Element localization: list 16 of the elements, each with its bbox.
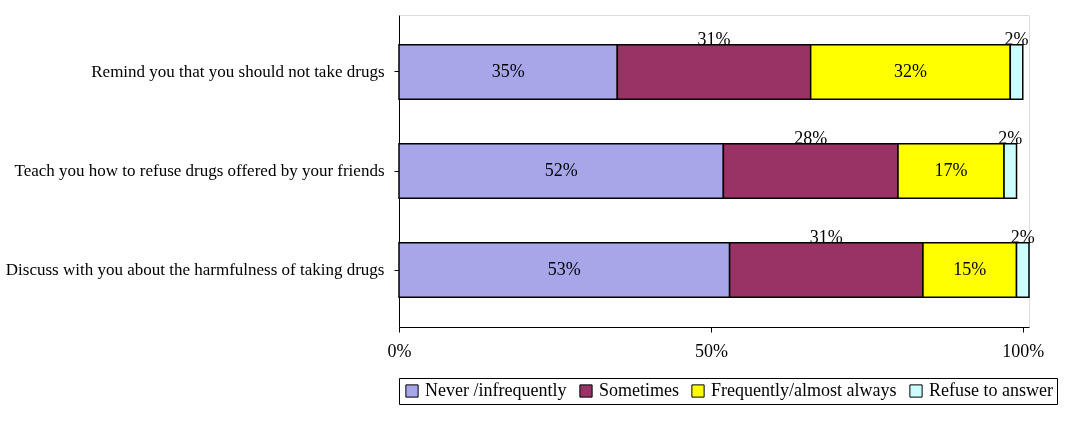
x-tick-label: 0% xyxy=(387,340,412,361)
y-tick-label: Discuss with you about the harmfulness of taking drugs xyxy=(5,260,385,280)
legend-label: Frequently/almost always xyxy=(711,380,897,400)
data-label: 35% xyxy=(491,60,525,81)
data-label: 32% xyxy=(893,60,927,81)
x-tick-label: 50% xyxy=(694,340,728,361)
legend-label: Never /infrequently xyxy=(425,380,567,400)
data-label: 53% xyxy=(547,259,581,280)
x-tick-label: 100% xyxy=(1002,340,1045,361)
y-tick-label: Teach you how to refuse drugs offered by your friends xyxy=(14,161,385,180)
legend-label: Refuse to answer xyxy=(929,380,1053,400)
data-label: 17% xyxy=(934,160,968,180)
y-tick-label: Remind you that you should not take drugs xyxy=(91,61,385,81)
data-label: 15% xyxy=(953,259,987,280)
data-label: 52% xyxy=(544,160,578,180)
legend-label: Sometimes xyxy=(599,380,679,400)
